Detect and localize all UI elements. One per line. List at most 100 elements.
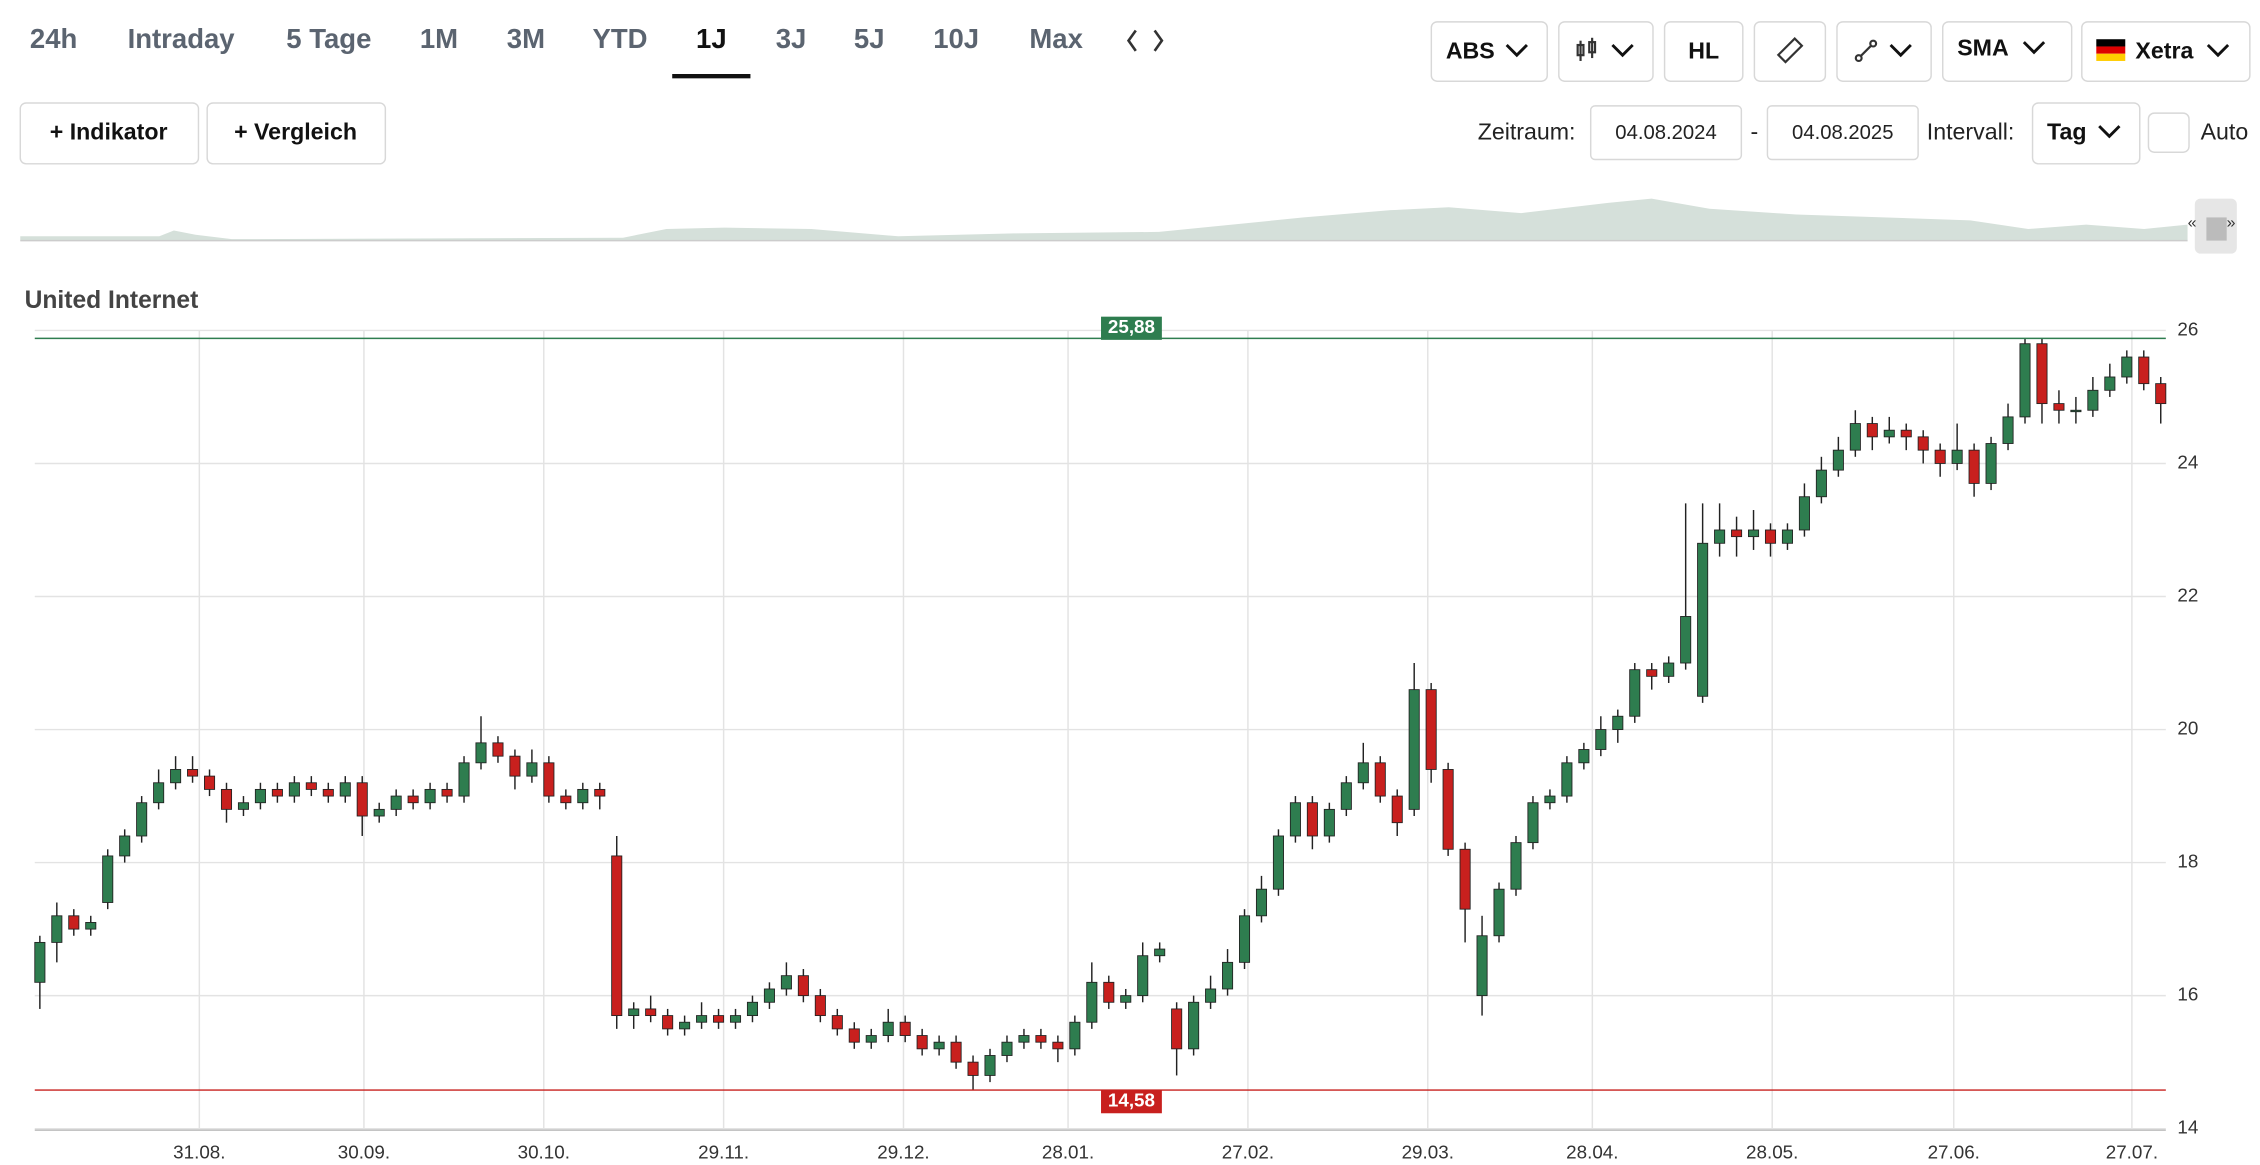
candle-body <box>220 788 233 810</box>
candle-body <box>68 915 80 930</box>
candle-body <box>1764 529 1777 544</box>
hl-label: HL <box>1688 37 1719 63</box>
line-icon <box>1854 39 1878 63</box>
y-tick-label: 26 <box>2177 318 2198 339</box>
candle-body <box>509 755 521 777</box>
candle-body <box>339 782 351 797</box>
range-tab[interactable]: 24h <box>30 23 77 54</box>
x-tick-label: 29.03. <box>1402 1141 1454 1162</box>
candle-body <box>696 1015 708 1023</box>
candle-body <box>1612 715 1624 730</box>
candle-body <box>1578 749 1590 764</box>
candle-body <box>1595 729 1607 750</box>
candle-body <box>1391 795 1403 824</box>
candle-body <box>746 1001 759 1017</box>
candle-body <box>1849 423 1861 451</box>
candle-body <box>628 1008 640 1017</box>
candle-body <box>1476 935 1488 997</box>
range-tab[interactable]: 3M <box>507 23 545 54</box>
auto-checkbox[interactable] <box>2147 112 2190 153</box>
range-tab[interactable]: 5J <box>854 23 885 54</box>
candle-body <box>1425 689 1437 770</box>
range-arrows[interactable] <box>1126 29 1164 52</box>
candle-body <box>1731 529 1743 538</box>
abs-button[interactable] <box>1430 21 1548 82</box>
exchange-label: Xetra <box>2135 37 2194 63</box>
period-from: 04.08.2024 <box>1615 122 1716 144</box>
high-line-badge <box>1101 316 1162 340</box>
chevron <box>1505 44 1528 58</box>
candle-body <box>899 1021 911 1036</box>
range-tab[interactable]: YTD <box>593 23 648 54</box>
chevron <box>2022 41 2046 55</box>
candle-body <box>780 975 792 990</box>
x-tick-label: 30.10. <box>518 1141 570 1162</box>
candle-body <box>1459 848 1471 910</box>
indicator-button[interactable] <box>19 102 200 165</box>
period-to-input[interactable] <box>1766 105 1919 161</box>
range-tab[interactable]: Intraday <box>128 23 236 54</box>
candle-body <box>1968 449 1980 484</box>
x-tick-label: 31.08. <box>173 1141 225 1162</box>
candle-body <box>2019 343 2031 418</box>
compare-button[interactable] <box>206 102 387 165</box>
period-label: Zeitraum: <box>1478 119 1576 145</box>
candle-body <box>2104 376 2116 391</box>
candle-body <box>373 808 385 817</box>
candle-body <box>1934 449 1946 464</box>
candle-body <box>1714 529 1726 544</box>
candle-body <box>1188 1001 1200 1050</box>
low-line-badge <box>1101 1090 1162 1114</box>
range-tab[interactable]: 1M <box>420 23 458 54</box>
exchange-button[interactable] <box>2081 21 2251 82</box>
compare-label: + Vergleich <box>234 119 357 145</box>
candle-body <box>1951 449 1963 464</box>
candle-body <box>1697 542 1709 697</box>
candle-body <box>1069 1021 1081 1050</box>
range-tab[interactable]: 10J <box>933 23 979 54</box>
candle-body <box>2087 389 2099 411</box>
candle-body <box>34 941 46 983</box>
candle-body <box>1832 449 1844 471</box>
range-tab[interactable]: Max <box>1029 23 1083 54</box>
hl-button[interactable] <box>1663 21 1744 82</box>
sma-button[interactable] <box>1942 21 2073 82</box>
navigator: « » <box>20 198 2237 254</box>
toolbar-right: ABS HL SMA Xetra <box>1430 21 2251 82</box>
chevron <box>1889 44 1912 58</box>
candle-body <box>763 988 775 1003</box>
candle-body <box>2036 343 2048 405</box>
candle-body <box>1917 436 1929 451</box>
period-from-input[interactable] <box>1589 105 1743 161</box>
draw-button[interactable] <box>1836 21 1932 82</box>
candle-body <box>797 975 809 997</box>
chart-type-button[interactable] <box>1558 21 1654 82</box>
interval-label: Intervall: <box>1927 119 2015 145</box>
candle-body <box>1086 981 1098 1023</box>
x-tick-label: 29.11. <box>698 1141 749 1162</box>
high-line-label: 25,88 <box>1108 316 1155 337</box>
y-tick-label: 14 <box>2177 1117 2198 1138</box>
active-underline <box>672 74 751 79</box>
range-tab[interactable]: 3J <box>776 23 807 54</box>
range-tab[interactable]: 1J <box>696 23 727 54</box>
ruler-button[interactable] <box>1753 21 1827 82</box>
candle-body <box>2053 403 2065 411</box>
candle-body <box>1052 1041 1064 1050</box>
candle-body <box>2138 356 2150 385</box>
candle-body <box>254 788 266 804</box>
candle-body <box>458 762 470 797</box>
range-tab[interactable]: 5 Tage <box>286 23 371 54</box>
candle-body <box>407 795 419 804</box>
candle-body <box>1222 961 1234 990</box>
candle-body <box>662 1015 674 1030</box>
candles <box>34 338 2167 1091</box>
indicator-label: + Indikator <box>50 119 168 145</box>
candle-body <box>271 788 283 797</box>
y-tick-label: 18 <box>2177 851 2198 872</box>
grid <box>34 329 2166 1130</box>
candle-body <box>713 1015 725 1023</box>
candle-body <box>526 762 538 777</box>
candle-body <box>1001 1041 1013 1056</box>
interval-select[interactable] <box>2031 102 2141 165</box>
